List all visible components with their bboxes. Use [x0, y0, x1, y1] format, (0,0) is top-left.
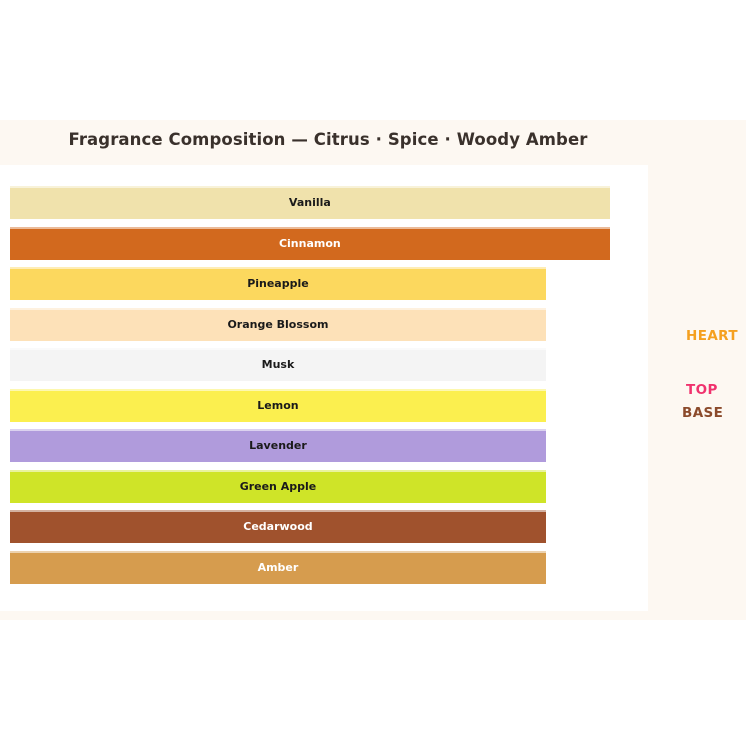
bar-row[interactable]: Cedarwood: [10, 510, 546, 543]
legend-label-base[interactable]: BASE: [682, 405, 724, 421]
bar-row[interactable]: Green Apple: [10, 469, 546, 503]
bar-fill: [10, 550, 546, 584]
legend-label-top[interactable]: TOP: [686, 382, 718, 398]
bar-row[interactable]: Orange Blossom: [10, 307, 546, 341]
bar-fill: [10, 186, 610, 219]
bar-row[interactable]: Pineapple: [10, 267, 546, 300]
legend-label-heart[interactable]: HEART: [686, 328, 738, 344]
bar-fill: [10, 429, 546, 462]
chart-title: Fragrance Composition — Citrus · Spice ·…: [68, 130, 588, 149]
bar-fill: [10, 510, 546, 543]
bar-row[interactable]: Amber: [10, 550, 546, 584]
plot-area: Vanilla Cinnamon Pineapple Orange Blossom Mu…: [0, 165, 648, 611]
bar-fill: [10, 348, 546, 381]
bar-fill: [10, 267, 546, 300]
bar-fill: [10, 226, 610, 260]
bar-fill: [10, 388, 546, 422]
bar-fill: [10, 307, 546, 341]
bar-row[interactable]: Lemon: [10, 388, 546, 422]
bar-row[interactable]: Vanilla: [10, 186, 610, 219]
bar-row[interactable]: Cinnamon: [10, 226, 610, 260]
bar-row[interactable]: Musk: [10, 348, 546, 381]
bar-row[interactable]: Lavender: [10, 429, 546, 462]
bar-fill: [10, 469, 546, 503]
chart-figure: Fragrance Composition — Citrus · Spice ·…: [0, 120, 746, 620]
